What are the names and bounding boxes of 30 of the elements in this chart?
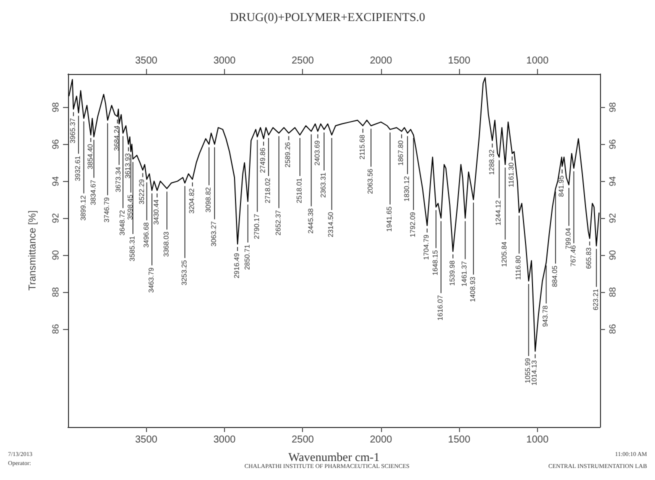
x-tick-label: 1000	[526, 434, 549, 446]
line-series	[68, 77, 600, 352]
x2-tick-label: 1500	[448, 56, 471, 66]
x2-tick-label: 2000	[370, 56, 392, 66]
y-tick-label: 90	[50, 250, 60, 260]
x-tick-label: 1500	[448, 434, 471, 446]
y2-tick-label: 86	[608, 324, 618, 334]
x2-tick-label: 3000	[213, 56, 236, 66]
y-tick-label: 96	[50, 139, 60, 150]
x-tick-label: 2000	[370, 434, 392, 446]
y-tick-label: 92	[50, 213, 60, 224]
x-axis-title: Wavenumber cm-1	[288, 450, 380, 464]
y-tick-label: 94	[50, 176, 60, 186]
x-tick-label: 2500	[292, 434, 314, 446]
x-tick-label: 3000	[213, 434, 236, 446]
x2-tick-label: 2500	[292, 56, 314, 66]
x2-tick-label: 3500	[135, 56, 158, 66]
y2-tick-label: 90	[608, 250, 618, 260]
x-tick-label: 3500	[135, 434, 158, 446]
y-tick-label: 86	[50, 324, 60, 334]
y2-tick-label: 92	[608, 213, 618, 224]
y2-tick-label: 88	[608, 287, 618, 298]
y-tick-label: 98	[50, 102, 60, 112]
y2-tick-label: 98	[608, 102, 618, 112]
y-axis-title: Transmittance [%]	[28, 210, 38, 291]
chart-title: DRUG(0)+POLYMER+EXCIPIENTS.0	[230, 10, 426, 24]
y2-tick-label: 94	[608, 176, 618, 186]
y-tick-label: 88	[50, 287, 60, 298]
y2-tick-label: 96	[608, 139, 618, 150]
x2-tick-label: 1000	[526, 56, 549, 66]
